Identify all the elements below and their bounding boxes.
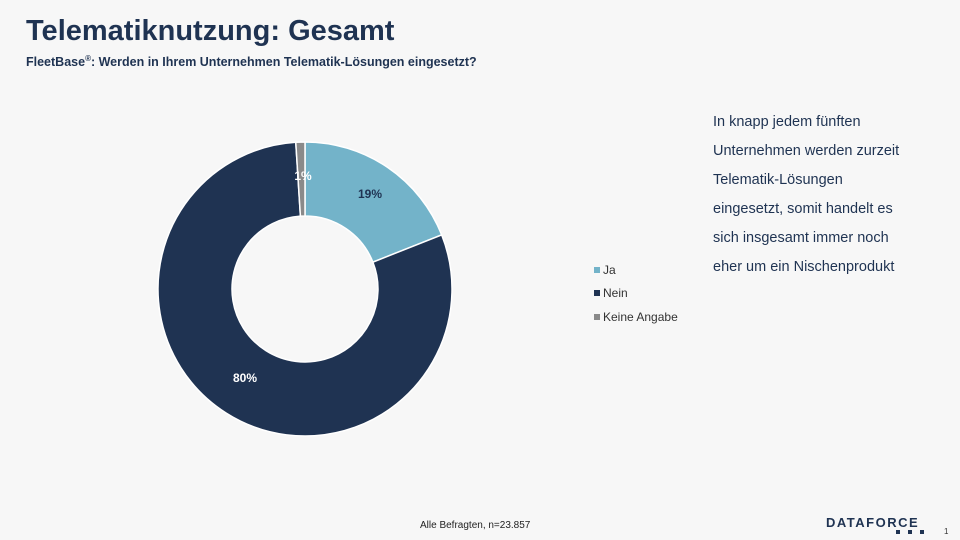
legend-label-ja: Ja <box>603 262 616 277</box>
legend-label-nein: Nein <box>603 286 628 301</box>
data-label-ja: 19% <box>358 187 382 201</box>
legend-swatch-keine-angabe <box>594 313 600 320</box>
commentary-line: eingesetzt, somit handelt es <box>713 201 893 217</box>
legend-item-keine-angabe: Keine Angabe <box>594 305 678 329</box>
chart-legend: Ja Nein Keine Angabe <box>594 258 678 329</box>
commentary-line: sich insgesamt immer noch <box>713 230 889 246</box>
donut-chart: 19% 80% 1% <box>157 141 453 437</box>
page-number: 1 <box>944 527 949 536</box>
subtitle-mark: ® <box>85 54 91 63</box>
donut-slice-keine-angabe <box>294 141 306 217</box>
legend-swatch-ja <box>594 266 600 273</box>
legend-label-keine-angabe: Keine Angabe <box>603 309 678 324</box>
commentary-text: In knapp jedem fünften Unternehmen werde… <box>713 108 928 282</box>
page-subtitle: FleetBase®: Werden in Ihrem Unternehmen … <box>26 54 477 69</box>
page-title: Telematiknutzung: Gesamt <box>26 15 395 47</box>
logo-dots-icon <box>896 530 924 534</box>
commentary-line: In knapp jedem fünften <box>713 114 861 130</box>
donut-slice-ja <box>304 141 443 264</box>
commentary-line: Unternehmen werden zurzeit <box>713 143 900 159</box>
data-label-nein: 80% <box>233 371 257 385</box>
donut-slice-nein <box>157 141 453 437</box>
sample-footnote: Alle Befragten, n=23.857 <box>420 520 531 531</box>
dataforce-logo: DATAFORCE <box>826 515 920 530</box>
subtitle-question: : Werden in Ihrem Unternehmen Telematik-… <box>90 55 477 70</box>
legend-swatch-nein <box>594 290 600 297</box>
data-label-keine-angabe: 1% <box>294 169 312 183</box>
commentary-line: Telematik-Lösungen <box>713 172 843 188</box>
subtitle-brand: FleetBase <box>26 55 86 70</box>
legend-item-nein: Nein <box>594 282 678 306</box>
legend-item-ja: Ja <box>594 258 678 282</box>
commentary-line: eher um ein Nischenprodukt <box>713 259 895 275</box>
